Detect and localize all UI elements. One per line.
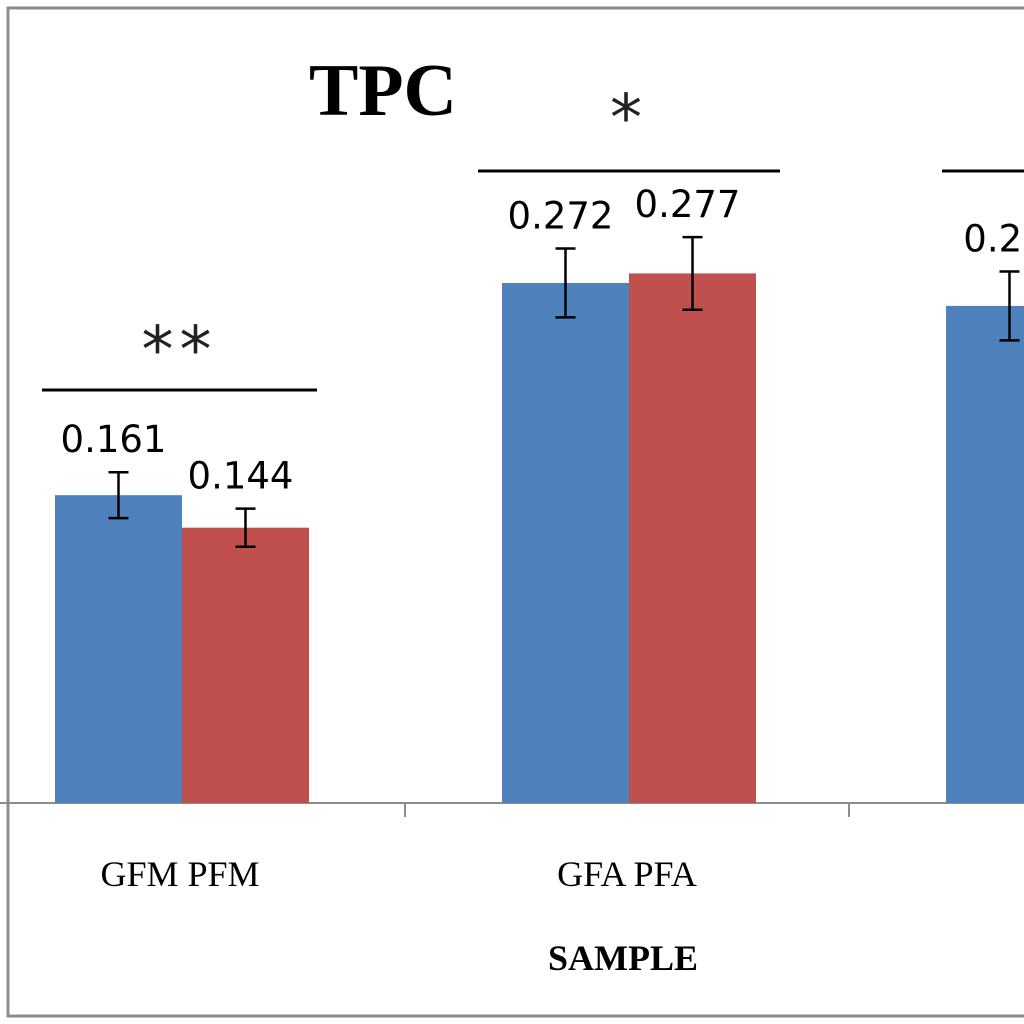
data-label-s0-c1: 0.272 [508, 195, 614, 238]
significance-mark-1: * [610, 82, 648, 156]
bar-s1-c0 [182, 527, 309, 803]
bar-s0-c0 [55, 495, 182, 803]
data-label-s1-c0: 0.144 [188, 455, 294, 498]
x-tick-label-0: GFM PFM [100, 854, 259, 894]
chart-title: TPC [309, 50, 457, 132]
bar-s0-c1 [502, 282, 629, 803]
bar-s1-c1 [629, 273, 756, 804]
data-label-s0-c0: 0.161 [61, 418, 167, 461]
x-axis-title: SAMPLE [548, 938, 698, 978]
data-label-s1-c1: 0.277 [635, 183, 741, 226]
bar-s0-c2 [946, 305, 1024, 803]
x-tick-label-1: GFA PFA [557, 854, 697, 894]
significance-mark-0: ** [142, 314, 218, 388]
data-label-s0-c2: 0.26 [963, 217, 1024, 260]
